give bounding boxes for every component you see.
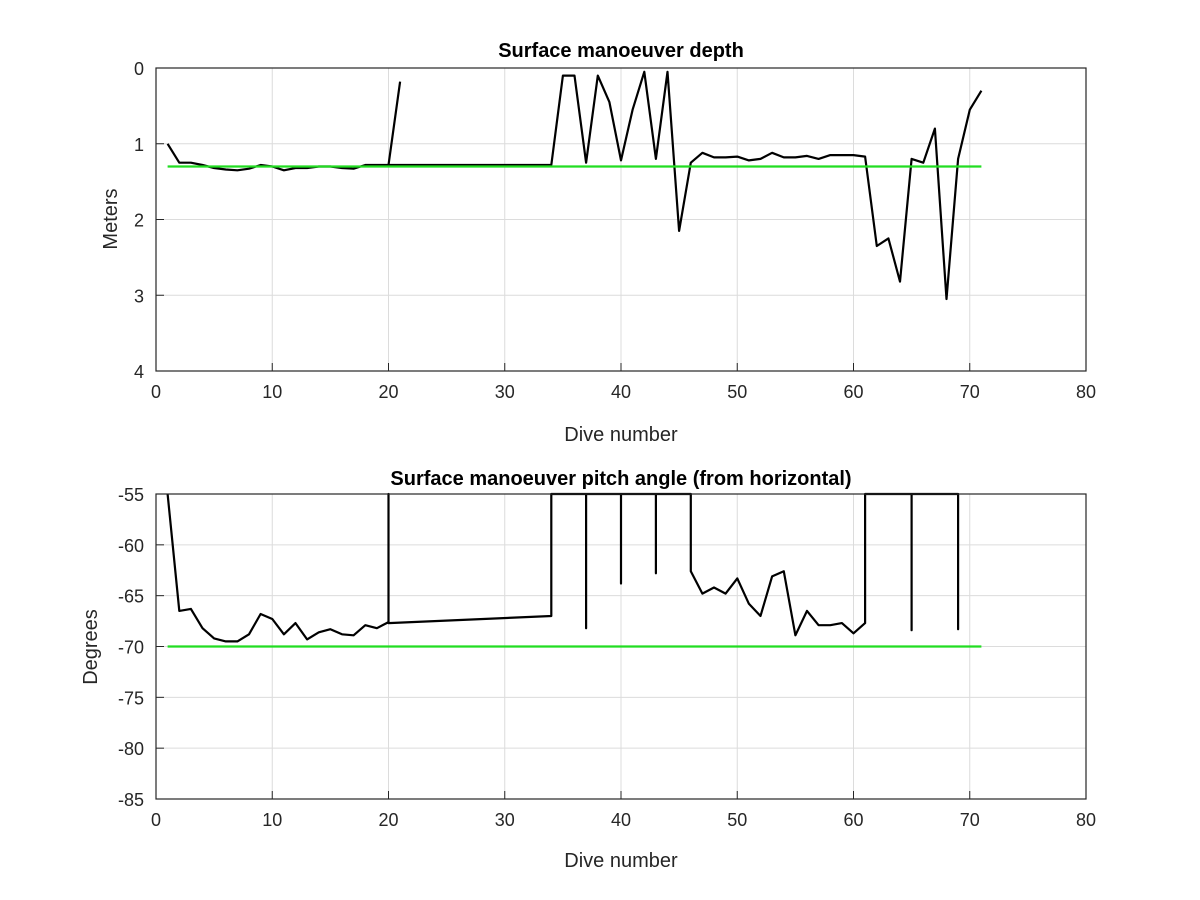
pitch-y-tick-label: -60: [118, 536, 144, 556]
depth-x-tick-label: 80: [1076, 382, 1096, 402]
pitch-x-tick-label: 80: [1076, 810, 1096, 830]
depth-x-tick-label: 10: [262, 382, 282, 402]
depth-x-tick-label: 40: [611, 382, 631, 402]
pitch-x-tick-label: 40: [611, 810, 631, 830]
depth-x-tick-label: 20: [378, 382, 398, 402]
pitch-y-tick-label: -65: [118, 587, 144, 607]
pitch-x-tick-label: 30: [495, 810, 515, 830]
pitch-series-layer: [166, 492, 982, 648]
pitch-x-tick-label: 10: [262, 810, 282, 830]
pitch-series-measured-line: [166, 492, 960, 643]
depth-grid: [156, 68, 1086, 371]
depth-x-tick-label: 60: [843, 382, 863, 402]
pitch-x-tick-label: 50: [727, 810, 747, 830]
pitch-x-axis-label: Dive number: [564, 850, 678, 872]
depth-y-axis-label: Meters: [100, 188, 122, 249]
depth-chart-title: Surface manoeuver depth: [498, 40, 744, 62]
pitch-y-tick-label: -80: [118, 739, 144, 759]
pitch-y-tick-label: -70: [118, 638, 144, 658]
depth-x-tick-label: 0: [151, 382, 161, 402]
depth-y-tick-label: 1: [134, 135, 144, 155]
depth-x-tick-label: 70: [960, 382, 980, 402]
depth-y-tick-label: 2: [134, 211, 144, 231]
pitch-x-tick-label: 60: [843, 810, 863, 830]
pitch-x-tick-label: 70: [960, 810, 980, 830]
pitch-x-tick-label: 0: [151, 810, 161, 830]
depth-y-tick-label: 0: [134, 59, 144, 79]
depth-y-tick-label: 3: [134, 286, 144, 306]
pitch-chart-title: Surface manoeuver pitch angle (from hori…: [390, 468, 851, 490]
chart-pitch: 0 10 20 30 40 50 60 70 80 -55 -60 -65 -70 -75 -80 -85 S…: [80, 468, 1096, 872]
pitch-y-axis-label: Degrees: [80, 609, 102, 685]
pitch-y-tick-label: -55: [118, 485, 144, 505]
depth-y-tick-label: 4: [134, 362, 144, 382]
depth-ticks: 0 10 20 30 40 50 60 70 80 0 1 2 3 4: [134, 59, 1096, 402]
pitch-x-tick-label: 20: [378, 810, 398, 830]
pitch-ticks: 0 10 20 30 40 50 60 70 80 -55 -60 -65 -70 -75 -80 -85: [118, 485, 1096, 830]
depth-x-tick-label: 50: [727, 382, 747, 402]
pitch-y-tick-label: -85: [118, 790, 144, 810]
chart-depth: 0 10 20 30 40 50 60 70 80 0 1 2 3 4 Surface manoeuver…: [100, 40, 1096, 446]
depth-x-tick-label: 30: [495, 382, 515, 402]
pitch-y-tick-label: -75: [118, 688, 144, 708]
depth-series-layer: [166, 70, 983, 301]
depth-x-axis-label: Dive number: [564, 424, 678, 446]
